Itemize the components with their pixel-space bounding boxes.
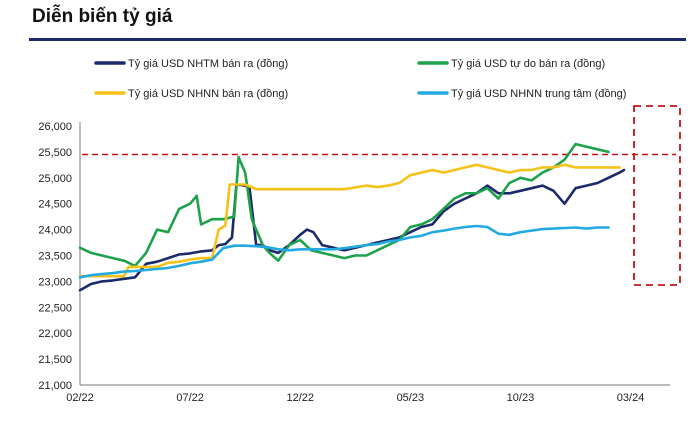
y-tick-label: 23,000	[38, 276, 72, 288]
x-tick-label: 10/23	[507, 392, 535, 404]
y-tick-label: 22,500	[38, 302, 72, 314]
series-line-3	[78, 163, 621, 278]
legend-label: Tỷ giá USD NHTM bán ra (đồng)	[128, 58, 288, 70]
y-tick-label: 25,000	[38, 173, 72, 185]
series-line-2	[78, 142, 610, 268]
legend-label: Tỷ giá USD NHNN bán ra (đồng)	[128, 88, 288, 100]
y-tick-label: 24,000	[38, 225, 72, 237]
highlight-box	[633, 105, 681, 286]
x-tick-label: 05/23	[397, 392, 425, 404]
y-tick-label: 26,000	[38, 121, 72, 133]
series-line-4	[78, 224, 610, 279]
x-tick-label: 02/22	[66, 392, 94, 404]
x-tick-label: 03/24	[617, 392, 645, 404]
x-tick-label: 07/22	[176, 392, 204, 404]
y-tick-label: 22,000	[38, 328, 72, 340]
legend-label: Tỷ giá USD tự do bán ra (đồng)	[451, 58, 605, 70]
series-line-1	[78, 168, 626, 292]
chart-title: Diễn biến tỷ giá	[32, 6, 173, 27]
y-tick-label: 21,000	[38, 380, 72, 392]
y-tick-label: 24,500	[38, 199, 72, 211]
y-tick-label: 23,500	[38, 251, 72, 263]
x-tick-label: 12/22	[286, 392, 314, 404]
title-rule	[29, 38, 686, 41]
y-tick-label: 25,500	[38, 147, 72, 159]
y-tick-label: 21,500	[38, 354, 72, 366]
legend-label: Tỷ giá USD NHNN trung tâm (đồng)	[451, 88, 626, 100]
